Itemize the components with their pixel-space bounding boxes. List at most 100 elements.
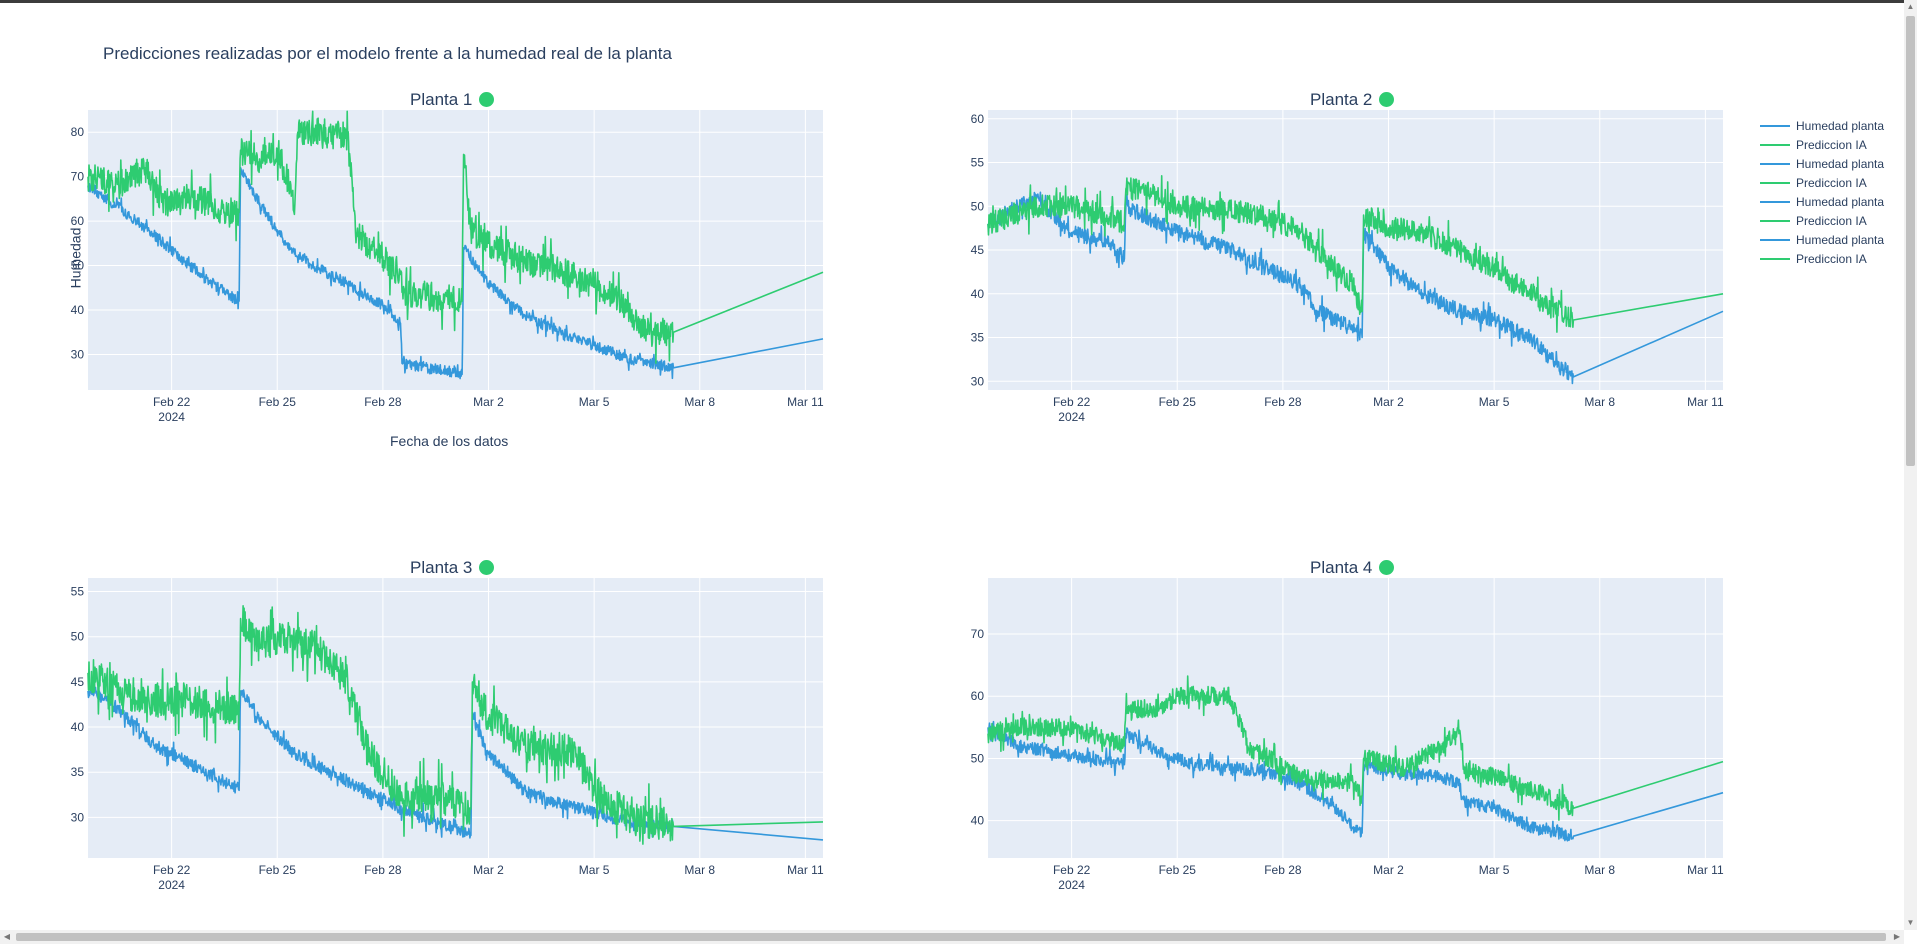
- legend-item[interactable]: Prediccion IA: [1760, 135, 1884, 154]
- y-tick-label: 60: [71, 214, 85, 228]
- x-tick-label: Mar 2: [473, 863, 504, 877]
- y-tick-label: 55: [71, 585, 85, 599]
- series-line-humedad-planta: [87, 686, 824, 841]
- scroll-up-arrow-icon[interactable]: ▲: [1906, 2, 1915, 11]
- subplot-title: Planta 2: [1310, 90, 1395, 110]
- vertical-scroll-thumb[interactable]: [1906, 16, 1915, 466]
- legend-label: Prediccion IA: [1796, 213, 1867, 228]
- y-tick-label: 50: [71, 259, 85, 273]
- y-tick-label: 60: [971, 689, 985, 703]
- x-tick-label: Mar 2: [473, 395, 504, 409]
- x-tick-label: Mar 2: [1373, 863, 1404, 877]
- x-tick-label: Mar 8: [684, 863, 715, 877]
- legend-swatch-icon: [1760, 238, 1790, 241]
- x-tick-label: Mar 8: [684, 395, 715, 409]
- y-tick-label: 50: [971, 199, 985, 213]
- x-tick-label: Feb 22: [1053, 395, 1091, 409]
- window-top-edge: [0, 0, 1917, 3]
- plot-background: [988, 578, 1723, 858]
- x-tick-label: Mar 11: [1687, 863, 1724, 877]
- x-tick-year-label: 2024: [158, 878, 185, 892]
- figure-title: Predicciones realizadas por el modelo fr…: [103, 44, 672, 63]
- legend-item[interactable]: Humedad planta: [1760, 192, 1884, 211]
- x-tick-label: Mar 11: [787, 863, 824, 877]
- subplot-title-text: Planta 2: [1310, 90, 1373, 109]
- y-tick-label: 45: [71, 675, 85, 689]
- legend-label: Humedad planta: [1796, 194, 1885, 209]
- y-tick-label: 50: [971, 751, 985, 765]
- legend-item[interactable]: Humedad planta: [1760, 230, 1884, 249]
- legend-item[interactable]: Prediccion IA: [1760, 173, 1884, 192]
- status-dot-icon: [479, 92, 495, 107]
- legend-item[interactable]: Humedad planta: [1760, 154, 1884, 173]
- legend-swatch-icon: [1760, 181, 1790, 184]
- scroll-down-arrow-icon[interactable]: ▼: [1906, 918, 1915, 927]
- series-line-prediccion-ia: [87, 110, 824, 364]
- horizontal-scrollbar[interactable]: ◀ ▶: [0, 930, 1904, 944]
- y-tick-label: 35: [71, 765, 85, 779]
- legend-label: Humedad planta: [1796, 156, 1885, 171]
- x-tick-year-label: 2024: [1058, 410, 1085, 424]
- scroll-left-arrow-icon[interactable]: ◀: [3, 932, 11, 941]
- x-tick-label: Feb 28: [364, 863, 402, 877]
- x-tick-label: Feb 25: [259, 395, 297, 409]
- x-axis-title: Fecha de los datos: [390, 433, 509, 449]
- y-tick-label: 40: [971, 814, 985, 828]
- legend-label: Humedad planta: [1796, 232, 1885, 247]
- y-tick-label: 70: [971, 627, 985, 641]
- x-tick-label: Feb 28: [364, 395, 402, 409]
- legend-item[interactable]: Prediccion IA: [1760, 211, 1884, 230]
- y-tick-label: 60: [971, 112, 985, 126]
- legend-item[interactable]: Humedad planta: [1760, 116, 1884, 135]
- y-tick-label: 35: [971, 331, 985, 345]
- legend-item[interactable]: Prediccion IA: [1760, 249, 1884, 268]
- series-line-humedad-planta: [987, 191, 1724, 385]
- x-tick-label: Mar 8: [1584, 863, 1615, 877]
- vertical-scrollbar[interactable]: ▲ ▼: [1904, 0, 1917, 930]
- x-tick-label: Feb 25: [259, 863, 297, 877]
- x-tick-year-label: 2024: [1058, 878, 1085, 892]
- x-tick-label: Mar 5: [579, 395, 610, 409]
- y-tick-label: 30: [71, 347, 85, 361]
- x-tick-label: Feb 22: [153, 863, 191, 877]
- y-tick-label: 40: [971, 287, 985, 301]
- subplot-title-text: Planta 1: [410, 90, 473, 109]
- x-tick-label: Mar 11: [787, 395, 824, 409]
- status-dot-icon: [479, 560, 495, 575]
- subplot-planta-2: Planta 2 30 35 40 45 50 55 60 Feb 22 2024 Feb 25 F…: [965, 90, 1724, 470]
- y-axis-title: Humedad: [67, 227, 84, 289]
- y-tick-label: 30: [971, 374, 985, 388]
- x-tick-label: Feb 28: [1264, 395, 1302, 409]
- subplot-title: Planta 3: [410, 558, 495, 578]
- x-tick-label: Mar 5: [579, 863, 610, 877]
- legend-swatch-icon: [1760, 200, 1790, 203]
- series-line-prediccion-ia: [987, 675, 1724, 821]
- series-line-humedad-planta: [87, 167, 824, 380]
- y-tick-label: 45: [971, 243, 985, 257]
- status-dot-icon: [1379, 560, 1395, 575]
- legend-label: Humedad planta: [1796, 118, 1885, 133]
- x-tick-label: Feb 25: [1159, 863, 1197, 877]
- y-tick-label: 40: [71, 720, 85, 734]
- legend-label: Prediccion IA: [1796, 175, 1867, 190]
- y-tick-label: 40: [71, 303, 85, 317]
- subplot-title-text: Planta 4: [1310, 558, 1373, 577]
- legend-swatch-icon: [1760, 219, 1790, 222]
- series-line-prediccion-ia: [987, 175, 1724, 333]
- horizontal-scroll-thumb[interactable]: [16, 933, 1886, 941]
- legend-label: Prediccion IA: [1796, 137, 1867, 152]
- y-tick-label: 50: [71, 630, 85, 644]
- series-line-prediccion-ia: [87, 605, 824, 845]
- legend-swatch-icon: [1760, 124, 1790, 127]
- status-dot-icon: [1379, 92, 1395, 107]
- subplot-planta-4: Planta 4 40 50 60 70 Feb 22 2024 Feb 25 Feb 28 M…: [965, 558, 1724, 898]
- scroll-right-arrow-icon[interactable]: ▶: [1893, 932, 1901, 941]
- legend-swatch-icon: [1760, 257, 1790, 260]
- subplot-title-text: Planta 3: [410, 558, 473, 577]
- x-tick-label: Feb 28: [1264, 863, 1302, 877]
- x-tick-label: Mar 2: [1373, 395, 1404, 409]
